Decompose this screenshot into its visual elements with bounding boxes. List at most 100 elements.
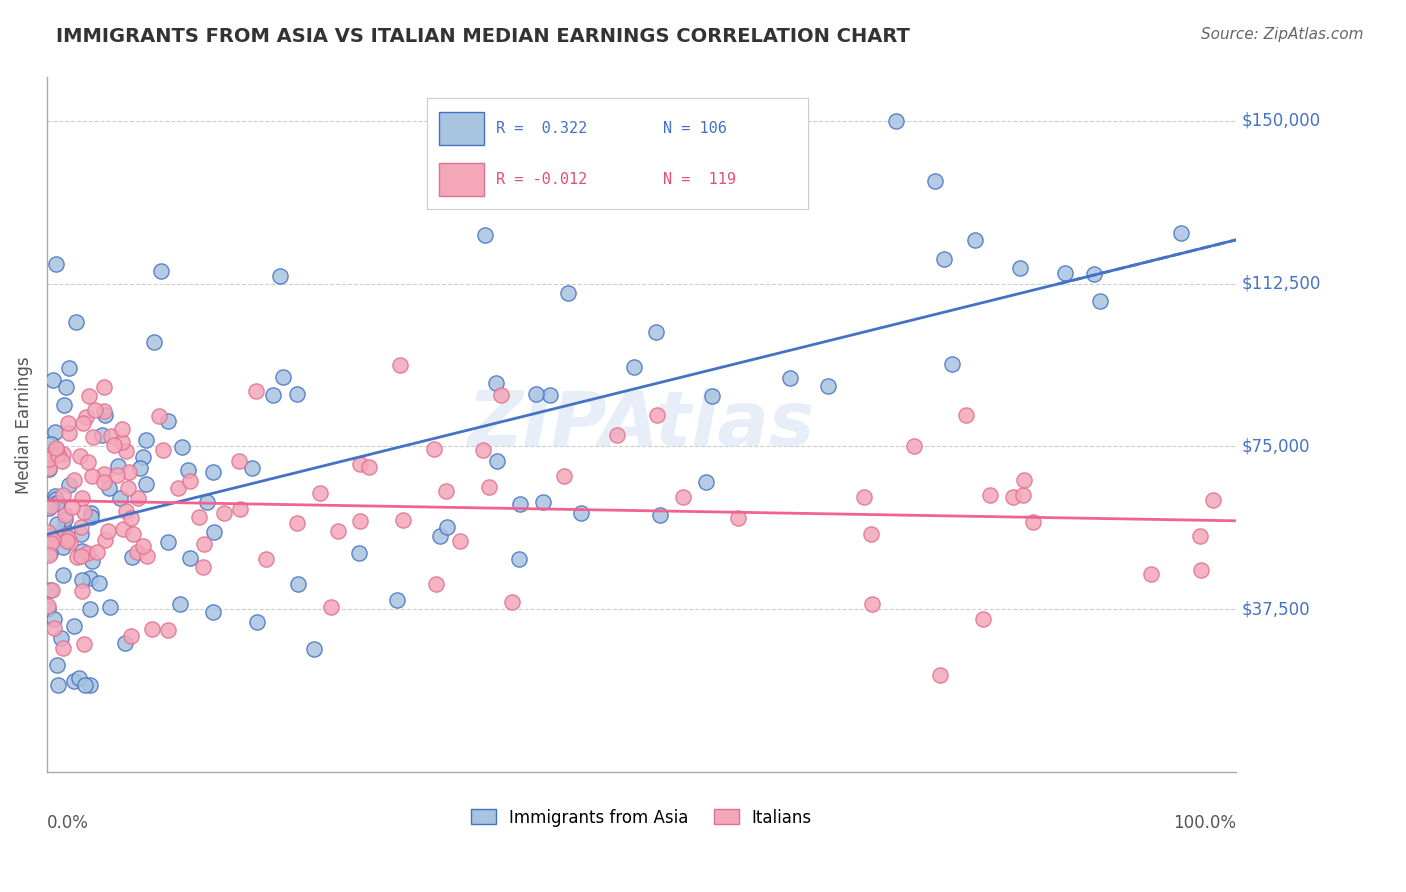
Point: [45, 491, 67, 506]
Point: [127, 545, 149, 559]
Point: [41, 443, 63, 458]
Point: [148, 409, 170, 423]
Point: [79, 602, 101, 616]
Point: [39, 535, 62, 549]
Point: [478, 480, 501, 494]
Point: [55, 380, 77, 394]
Point: [86, 544, 108, 558]
Point: [82, 468, 104, 483]
Point: [817, 379, 839, 393]
Point: [924, 174, 946, 188]
Point: [131, 450, 153, 464]
Point: [349, 458, 371, 472]
Point: [80, 510, 103, 524]
Point: [120, 510, 142, 524]
Point: [52, 447, 75, 461]
Point: [70, 574, 93, 588]
Point: [39, 499, 62, 513]
Point: [557, 286, 579, 301]
Legend: Immigrants from Asia, Italians: Immigrants from Asia, Italians: [464, 802, 818, 833]
Point: [392, 513, 415, 527]
Point: [70, 584, 93, 599]
Point: [49, 631, 72, 645]
Point: [702, 389, 724, 403]
Point: [501, 594, 523, 608]
Point: [695, 475, 717, 489]
Point: [485, 376, 508, 391]
Point: [489, 388, 512, 402]
Point: [389, 358, 412, 372]
Point: [37, 524, 59, 539]
Point: [422, 442, 444, 457]
Point: [63, 473, 86, 487]
Point: [65, 315, 87, 329]
Point: [328, 524, 350, 538]
Point: [1002, 490, 1025, 504]
Point: [45, 441, 67, 455]
Point: [860, 597, 883, 611]
Point: [508, 552, 530, 566]
Point: [246, 615, 269, 629]
Point: [37, 602, 59, 616]
Point: [38, 529, 60, 543]
Point: [349, 514, 371, 528]
Point: [53, 528, 76, 542]
Point: [170, 440, 193, 454]
Point: [262, 387, 284, 401]
Point: [79, 571, 101, 585]
Point: [1189, 529, 1212, 543]
Point: [38, 548, 60, 562]
Point: [193, 537, 215, 551]
Point: [41, 582, 63, 597]
Point: [347, 546, 370, 560]
Point: [135, 477, 157, 491]
Point: [287, 577, 309, 591]
Point: [58, 361, 80, 376]
Point: [87, 576, 110, 591]
Point: [111, 422, 134, 436]
Point: [485, 454, 508, 468]
Point: [129, 461, 152, 475]
Point: [1083, 267, 1105, 281]
Point: [38, 583, 60, 598]
Point: [538, 388, 561, 402]
Point: [111, 435, 134, 450]
Point: [45, 496, 67, 510]
Point: [121, 550, 143, 565]
Point: [157, 623, 180, 637]
Point: [553, 469, 575, 483]
Point: [46, 496, 69, 510]
Point: [645, 408, 668, 422]
Text: $75,000: $75,000: [1241, 437, 1310, 456]
Point: [94, 409, 117, 423]
Point: [177, 462, 200, 476]
Point: [70, 491, 93, 506]
Point: [195, 495, 218, 509]
Point: [98, 481, 121, 495]
Point: [672, 490, 695, 504]
Point: [645, 325, 668, 339]
Point: [82, 429, 104, 443]
Point: [69, 449, 91, 463]
Point: [285, 516, 308, 530]
Point: [97, 524, 120, 539]
Point: [93, 467, 115, 481]
Point: [429, 529, 451, 543]
Point: [201, 605, 224, 619]
Point: [973, 612, 995, 626]
Point: [58, 477, 80, 491]
Point: [45, 442, 67, 457]
Point: [157, 534, 180, 549]
Point: [359, 460, 381, 475]
Point: [52, 540, 75, 554]
Point: [449, 534, 471, 549]
Point: [955, 408, 977, 422]
Point: [56, 531, 79, 545]
Point: [79, 389, 101, 403]
Point: [53, 399, 76, 413]
Point: [152, 443, 174, 458]
Point: [42, 621, 65, 635]
Point: [105, 468, 128, 483]
Point: [779, 371, 801, 385]
Point: [127, 491, 149, 506]
